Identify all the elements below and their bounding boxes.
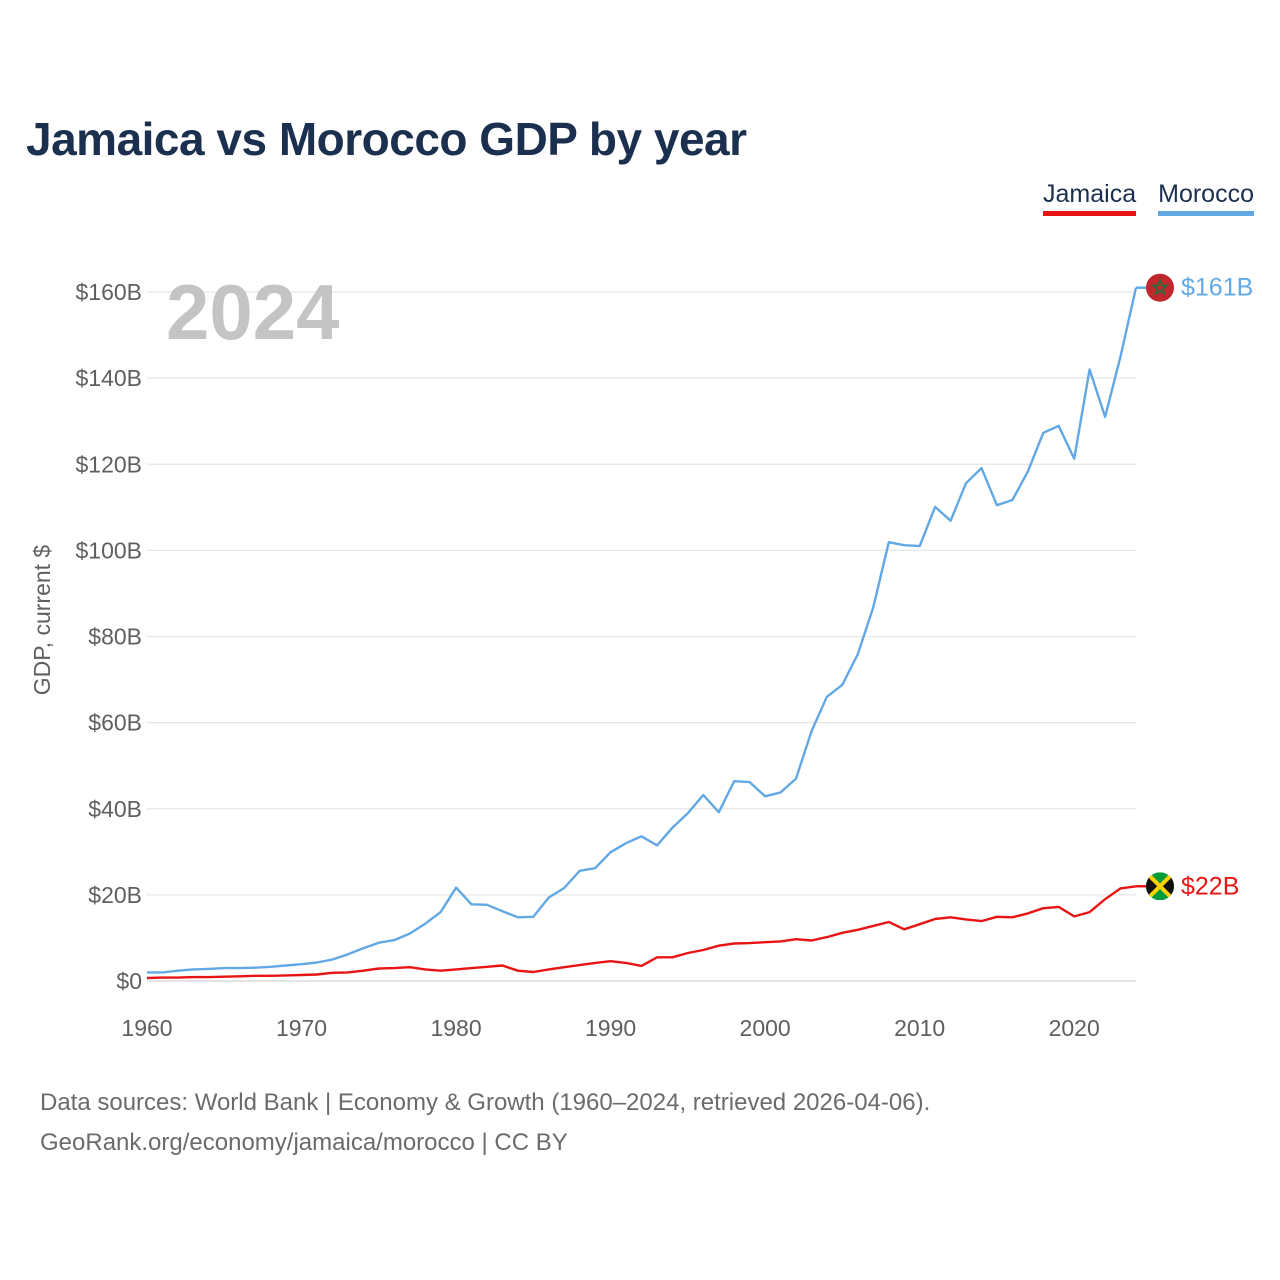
legend-item-morocco[interactable]: Morocco (1158, 180, 1254, 216)
grid-lines (147, 291, 1136, 982)
series-line-jamaica[interactable] (146, 885, 1137, 980)
y-tick-label: $60B (88, 710, 142, 736)
x-tick-label: 1960 (121, 1015, 172, 1041)
flag-icon-jamaica (1146, 872, 1174, 901)
series-endpoints: $161B $22B (1136, 273, 1253, 901)
footer-source: Data sources: World Bank | Economy & Gro… (40, 1089, 931, 1116)
y-tick-label: $100B (75, 537, 142, 563)
x-tick-label: 1990 (585, 1015, 636, 1041)
footer-link[interactable]: GeoRank.org/economy/jamaica/morocco | CC… (40, 1129, 568, 1156)
y-axis-tick-labels: $0 $20B $40B $60B $80B $100B $120B $140B $160B (75, 279, 142, 994)
y-tick-label: $20B (88, 882, 142, 908)
y-tick-label: $120B (75, 451, 142, 477)
y-tick-label: $80B (88, 624, 142, 650)
y-tick-label: $40B (88, 796, 142, 822)
page-title: Jamaica vs Morocco GDP by year (26, 113, 747, 165)
x-axis-tick-labels: 1960 1970 1980 1990 2000 2010 2020 (121, 1015, 1099, 1041)
y-tick-label: $0 (116, 968, 142, 994)
y-axis-label: GDP, current $ (29, 545, 55, 696)
x-tick-label: 2020 (1049, 1015, 1100, 1041)
legend: Jamaica Morocco (1043, 180, 1254, 216)
x-tick-label: 1970 (276, 1015, 327, 1041)
x-tick-label: 1980 (430, 1015, 481, 1041)
y-tick-label: $160B (75, 279, 142, 305)
y-tick-label: $140B (75, 365, 142, 391)
footer: Data sources: World Bank | Economy & Gro… (40, 1083, 930, 1163)
legend-item-jamaica[interactable]: Jamaica (1043, 180, 1137, 216)
end-value-label-morocco: $161B (1181, 274, 1253, 302)
line-chart: $0 $20B $40B $60B $80B $100B $120B $140B $160B 1… (29, 268, 1253, 1041)
flag-icon-morocco (1146, 273, 1174, 302)
series-lines (146, 287, 1138, 980)
end-value-label-jamaica: $22B (1181, 872, 1239, 900)
series-line-morocco[interactable] (147, 287, 1138, 974)
year-display: 2024 (166, 268, 340, 356)
x-tick-label: 2000 (740, 1015, 791, 1041)
x-tick-label: 2010 (894, 1015, 945, 1041)
